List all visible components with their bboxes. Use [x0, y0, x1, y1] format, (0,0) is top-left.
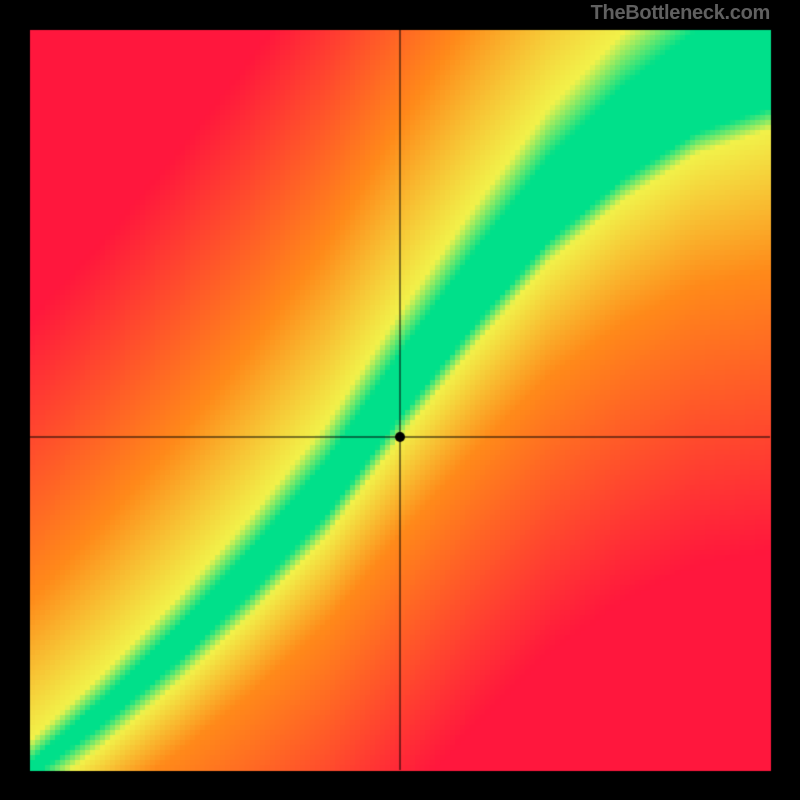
watermark-text: TheBottleneck.com — [591, 2, 770, 25]
bottleneck-heatmap — [0, 0, 800, 800]
